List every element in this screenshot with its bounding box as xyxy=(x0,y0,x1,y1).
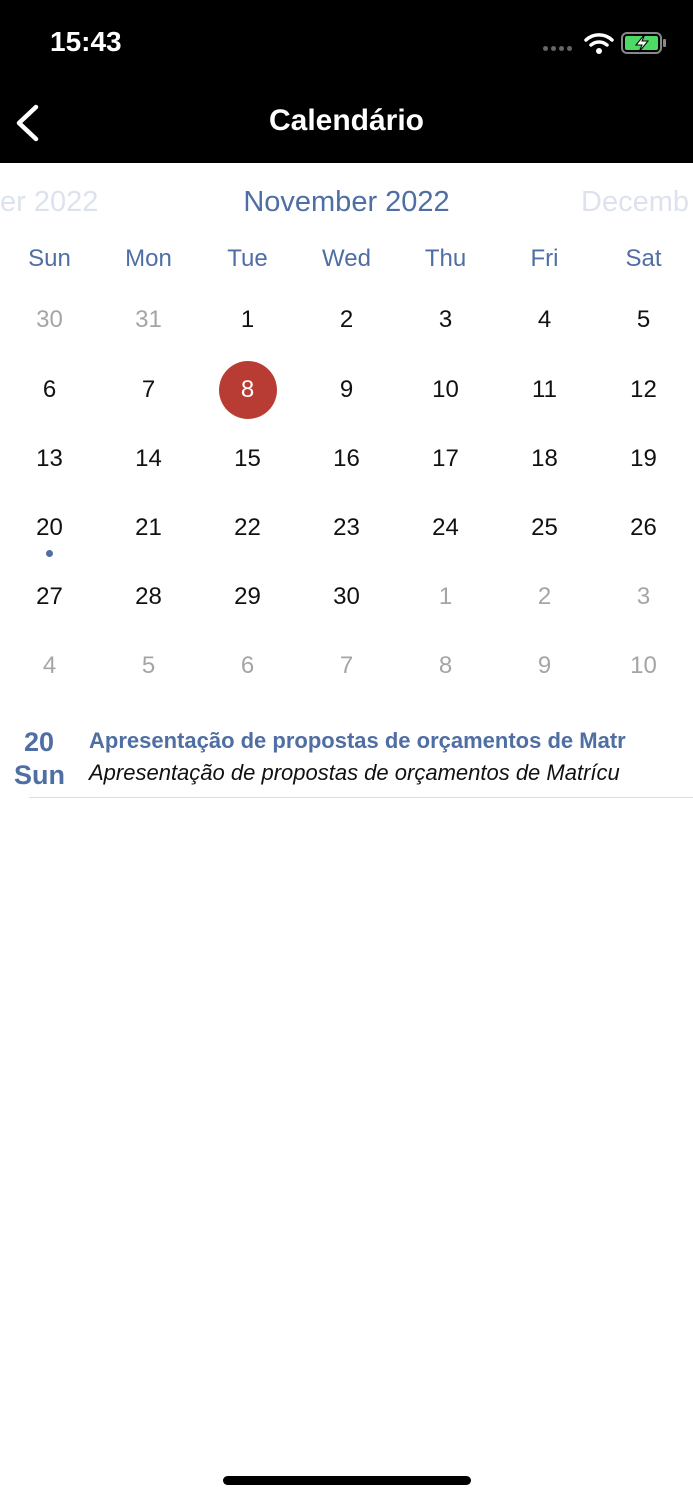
calendar-day[interactable]: 29 xyxy=(234,583,261,610)
calendar-day[interactable]: 28 xyxy=(135,583,162,610)
signal-dots-icon xyxy=(543,46,572,51)
header-bar: 15:43 Calendário xyxy=(0,0,693,163)
calendar-day[interactable]: 27 xyxy=(36,583,63,610)
weekday-label: Thu xyxy=(424,245,467,272)
calendar-day-outside[interactable]: 6 xyxy=(240,652,255,679)
calendar-day[interactable]: 16 xyxy=(333,445,360,472)
calendar-day[interactable]: 11 xyxy=(532,376,557,403)
status-time: 15:43 xyxy=(50,26,122,57)
calendar-week: 4 5 6 7 8 9 10 xyxy=(0,636,693,696)
calendar-day[interactable]: 30 xyxy=(333,583,360,610)
calendar-day[interactable]: 26 xyxy=(630,514,657,541)
calendar-day-outside[interactable]: 2 xyxy=(537,583,552,610)
calendar-day[interactable]: 7 xyxy=(141,376,156,403)
page-title: Calendário xyxy=(268,104,425,137)
calendar-day[interactable]: 8 xyxy=(198,360,297,420)
back-button[interactable] xyxy=(14,104,40,142)
weekday-label: Sat xyxy=(625,245,662,272)
calendar-day[interactable]: 15 xyxy=(234,445,261,472)
calendar-day[interactable]: 5 xyxy=(636,306,651,333)
calendar-week: 6 7 8 9 10 11 12 xyxy=(0,360,693,420)
calendar-day[interactable]: 13 xyxy=(36,445,63,472)
calendar-day[interactable]: 18 xyxy=(531,445,558,472)
calendar-day-outside[interactable]: 8 xyxy=(438,652,453,679)
calendar-day-outside[interactable]: 7 xyxy=(339,652,354,679)
calendar-day[interactable]: 21 xyxy=(135,514,162,541)
event-date: 20 Sun xyxy=(14,726,65,792)
calendar-day[interactable]: 22 xyxy=(234,514,261,541)
calendar-day-outside[interactable]: 1 xyxy=(438,583,453,610)
weekday-label: Fri xyxy=(530,245,559,272)
calendar-day[interactable]: 25 xyxy=(531,514,558,541)
battery-charging-icon xyxy=(621,32,666,54)
prev-month-label[interactable]: er 2022 xyxy=(0,186,99,218)
calendar-day[interactable]: 12 xyxy=(630,376,657,403)
calendar-day[interactable]: 4 xyxy=(537,306,552,333)
weekday-label: Mon xyxy=(125,245,172,272)
calendar-day[interactable]: 6 xyxy=(42,376,57,403)
calendar-day[interactable]: 2 xyxy=(339,306,354,333)
event-day-number: 20 xyxy=(23,727,55,757)
weekday-label: Wed xyxy=(322,245,371,272)
weekday-label: Tue xyxy=(227,245,268,272)
home-indicator[interactable] xyxy=(223,1476,471,1485)
calendar-day[interactable]: 9 xyxy=(339,376,354,403)
divider xyxy=(29,797,693,798)
weekday-header: Sun Mon Tue Wed Thu Fri Sat xyxy=(0,245,693,273)
calendar-day[interactable]: 3 xyxy=(438,306,453,333)
current-month-label: November 2022 xyxy=(243,186,450,218)
calendar-day[interactable]: 14 xyxy=(135,445,162,472)
calendar-week: 13 14 15 16 17 18 19 xyxy=(0,429,693,489)
calendar-day[interactable]: 23 xyxy=(333,514,360,541)
calendar-day[interactable]: 17 xyxy=(432,445,459,472)
calendar-day[interactable]: 24 xyxy=(432,514,459,541)
calendar-day-outside[interactable]: 5 xyxy=(141,652,156,679)
calendar-week: 20 21 22 23 24 25 26 xyxy=(0,498,693,558)
calendar-day[interactable]: 19 xyxy=(630,445,657,472)
next-month-label[interactable]: Decemb xyxy=(581,186,689,218)
calendar-day-outside[interactable]: 10 xyxy=(630,652,657,679)
wifi-icon xyxy=(584,33,614,54)
weekday-label: Sun xyxy=(28,245,71,272)
event-title: Apresentação de propostas de orçamentos … xyxy=(89,728,626,753)
calendar-day[interactable]: 1 xyxy=(240,306,255,333)
event-weekday: Sun xyxy=(14,760,65,790)
calendar-day-outside[interactable]: 30 xyxy=(36,306,63,333)
calendar-day[interactable]: 20 xyxy=(0,498,99,558)
calendar-week: 27 28 29 30 1 2 3 xyxy=(0,567,693,627)
event-item[interactable]: Apresentação de propostas de orçamentos … xyxy=(89,726,689,790)
calendar-week: 30 31 1 2 3 4 5 xyxy=(0,290,693,350)
calendar-day-outside[interactable]: 31 xyxy=(135,306,162,333)
calendar-day-outside[interactable]: 4 xyxy=(42,652,57,679)
calendar-day-outside[interactable]: 9 xyxy=(537,652,552,679)
calendar-day-outside[interactable]: 3 xyxy=(636,583,651,610)
calendar-day[interactable]: 10 xyxy=(432,376,459,403)
event-subtitle: Apresentação de propostas de orçamentos … xyxy=(89,760,620,785)
